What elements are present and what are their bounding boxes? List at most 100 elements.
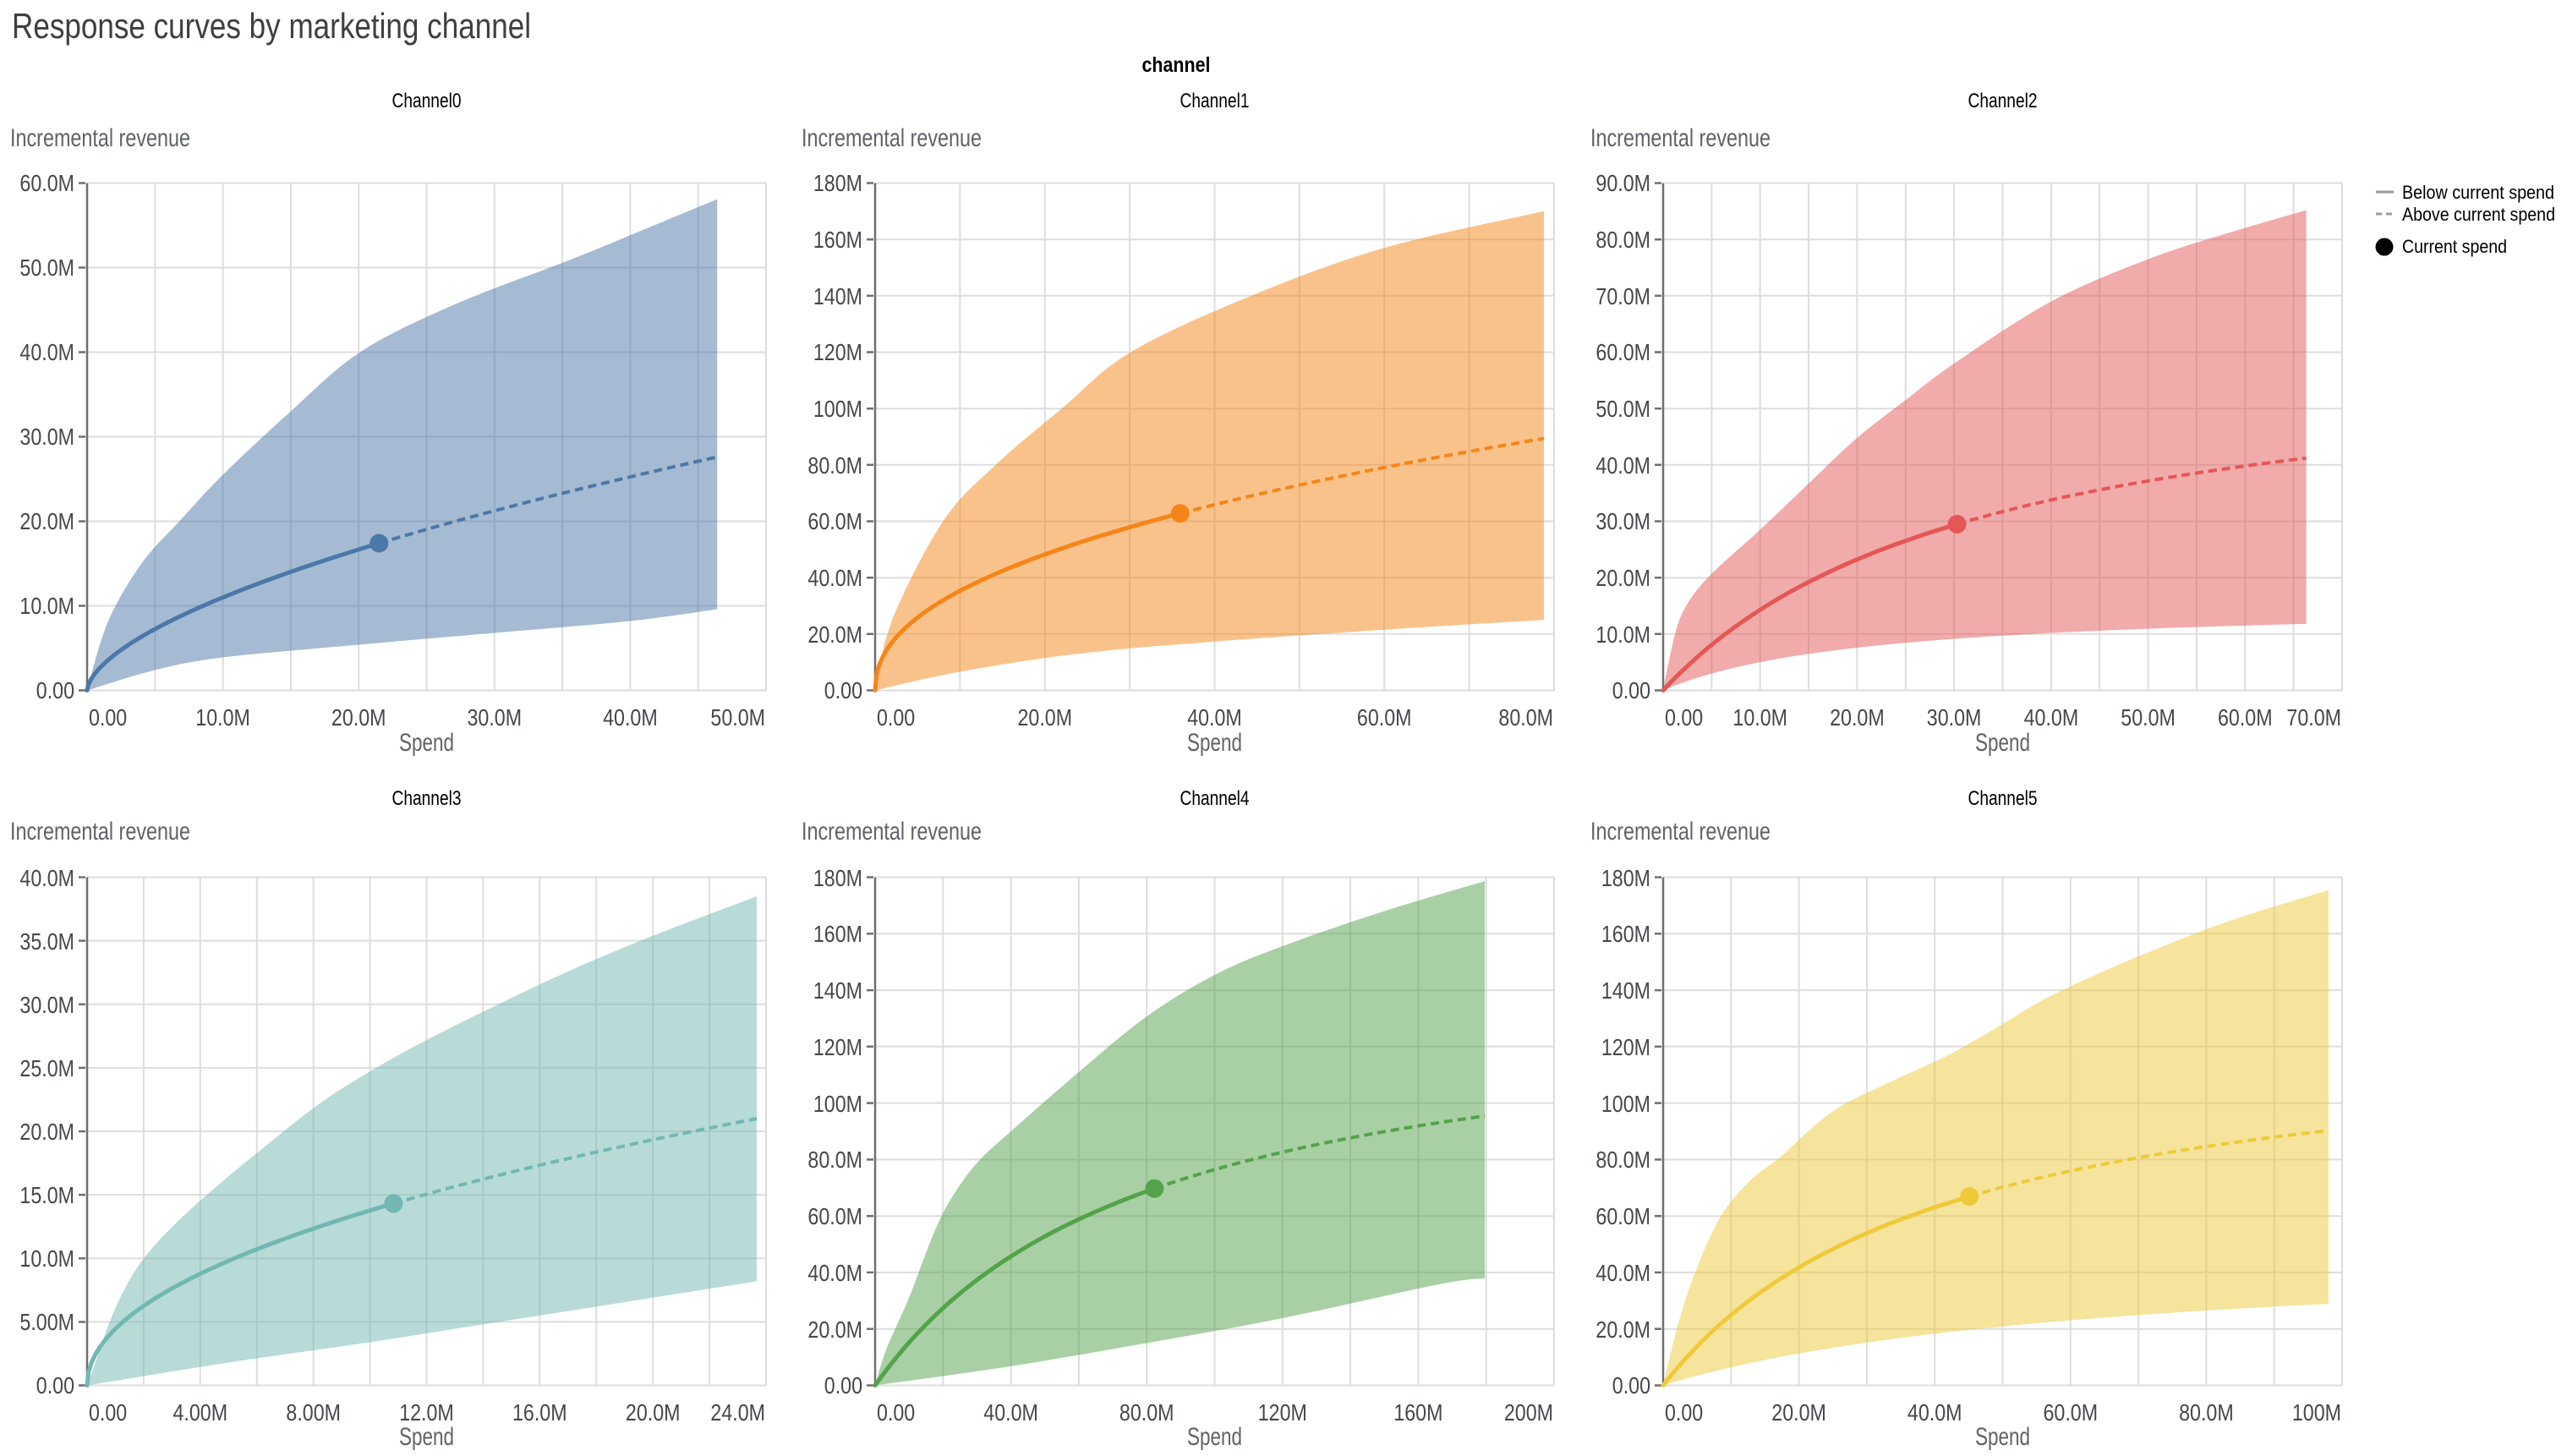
svg-text:180M: 180M [1601,865,1650,891]
svg-text:20.0M: 20.0M [19,508,74,534]
svg-text:60.0M: 60.0M [1357,704,1412,731]
svg-text:60.0M: 60.0M [807,1203,862,1229]
svg-text:160M: 160M [813,921,862,947]
svg-text:Response curves by marketing c: Response curves by marketing channel [12,6,531,46]
svg-text:10.0M: 10.0M [19,593,74,619]
svg-text:20.0M: 20.0M [626,1399,681,1426]
svg-text:120M: 120M [813,1034,862,1060]
svg-text:Channel5: Channel5 [1968,787,2038,810]
svg-text:12.0M: 12.0M [399,1399,454,1426]
svg-text:40.0M: 40.0M [1595,452,1650,479]
svg-text:60.0M: 60.0M [19,170,74,196]
svg-text:Channel1: Channel1 [1180,90,1250,112]
svg-text:15.0M: 15.0M [19,1182,74,1208]
svg-text:40.0M: 40.0M [983,1399,1038,1426]
svg-text:Channel2: Channel2 [1968,90,2038,112]
svg-text:60.0M: 60.0M [2218,704,2273,731]
svg-text:Incremental revenue: Incremental revenue [1590,124,1771,152]
svg-text:100M: 100M [2292,1399,2341,1426]
svg-text:0.00: 0.00 [1612,677,1650,703]
svg-text:35.0M: 35.0M [19,928,74,955]
svg-text:40.0M: 40.0M [19,339,74,365]
svg-text:10.0M: 10.0M [19,1245,74,1272]
svg-text:channel: channel [1142,53,1211,77]
svg-text:30.0M: 30.0M [1595,508,1650,534]
svg-text:160M: 160M [813,227,862,253]
svg-text:5.00M: 5.00M [19,1309,74,1335]
svg-text:100M: 100M [813,1091,862,1117]
svg-text:80.0M: 80.0M [1119,1399,1174,1426]
svg-text:30.0M: 30.0M [1927,704,1982,731]
svg-text:10.0M: 10.0M [1732,704,1787,731]
svg-text:80.0M: 80.0M [2179,1399,2234,1426]
svg-text:100M: 100M [813,396,862,422]
svg-text:Current spend: Current spend [2402,236,2507,257]
svg-text:Spend: Spend [1975,1423,2030,1451]
svg-text:80.0M: 80.0M [1498,704,1553,731]
svg-text:140M: 140M [813,283,862,309]
svg-text:20.0M: 20.0M [807,621,862,648]
svg-text:140M: 140M [813,977,862,1004]
svg-text:Incremental revenue: Incremental revenue [802,124,982,152]
svg-text:20.0M: 20.0M [331,704,386,731]
svg-text:140M: 140M [1601,977,1650,1004]
svg-text:100M: 100M [1601,1091,1650,1117]
svg-text:Incremental revenue: Incremental revenue [802,818,982,846]
svg-text:Spend: Spend [399,729,454,757]
svg-text:Spend: Spend [399,1423,454,1451]
svg-text:0.00: 0.00 [36,1372,74,1399]
svg-text:90.0M: 90.0M [1595,170,1650,196]
svg-text:40.0M: 40.0M [807,565,862,591]
svg-text:Above current spend: Above current spend [2402,204,2555,225]
svg-text:0.00: 0.00 [1665,704,1703,731]
svg-text:0.00: 0.00 [877,1399,915,1426]
svg-text:20.0M: 20.0M [807,1316,862,1343]
svg-text:180M: 180M [813,170,862,196]
svg-text:120M: 120M [1258,1399,1307,1426]
svg-text:160M: 160M [1393,1399,1442,1426]
svg-text:60.0M: 60.0M [807,508,862,534]
svg-text:50.0M: 50.0M [710,704,765,731]
svg-text:80.0M: 80.0M [1595,1147,1650,1173]
svg-text:30.0M: 30.0M [19,424,74,450]
svg-text:60.0M: 60.0M [1595,1203,1650,1229]
svg-text:40.0M: 40.0M [603,704,658,731]
svg-text:80.0M: 80.0M [807,1147,862,1173]
svg-text:60.0M: 60.0M [2044,1399,2099,1426]
svg-text:Channel3: Channel3 [392,787,462,810]
svg-text:0.00: 0.00 [89,704,127,731]
svg-text:160M: 160M [1601,921,1650,947]
svg-text:200M: 200M [1504,1399,1553,1426]
svg-text:Channel4: Channel4 [1180,787,1250,810]
svg-text:20.0M: 20.0M [1595,1316,1650,1343]
svg-text:50.0M: 50.0M [2121,704,2176,731]
svg-text:0.00: 0.00 [877,704,915,731]
svg-text:0.00: 0.00 [1665,1399,1703,1426]
svg-text:40.0M: 40.0M [807,1260,862,1286]
svg-text:70.0M: 70.0M [1595,283,1650,309]
svg-text:4.00M: 4.00M [173,1399,228,1426]
svg-text:40.0M: 40.0M [1595,1260,1650,1286]
svg-text:40.0M: 40.0M [1907,1399,1962,1426]
svg-text:20.0M: 20.0M [19,1119,74,1145]
svg-text:16.0M: 16.0M [512,1399,567,1426]
svg-text:Spend: Spend [1975,729,2030,757]
svg-text:25.0M: 25.0M [19,1055,74,1081]
svg-text:8.00M: 8.00M [286,1399,341,1426]
svg-text:20.0M: 20.0M [1018,704,1073,731]
svg-text:Incremental revenue: Incremental revenue [10,818,190,846]
svg-text:80.0M: 80.0M [1595,227,1650,253]
svg-text:30.0M: 30.0M [19,992,74,1018]
svg-text:0.00: 0.00 [36,677,74,703]
svg-text:10.0M: 10.0M [1595,621,1650,648]
svg-text:180M: 180M [813,865,862,891]
svg-text:10.0M: 10.0M [195,704,250,731]
svg-text:24.0M: 24.0M [710,1399,765,1426]
svg-text:70.0M: 70.0M [2286,704,2341,731]
svg-text:Below current spend: Below current spend [2402,182,2554,203]
svg-text:40.0M: 40.0M [1187,704,1242,731]
svg-text:Incremental revenue: Incremental revenue [1590,818,1771,846]
svg-text:40.0M: 40.0M [19,865,74,891]
svg-text:50.0M: 50.0M [19,255,74,281]
svg-text:0.00: 0.00 [824,1372,862,1399]
